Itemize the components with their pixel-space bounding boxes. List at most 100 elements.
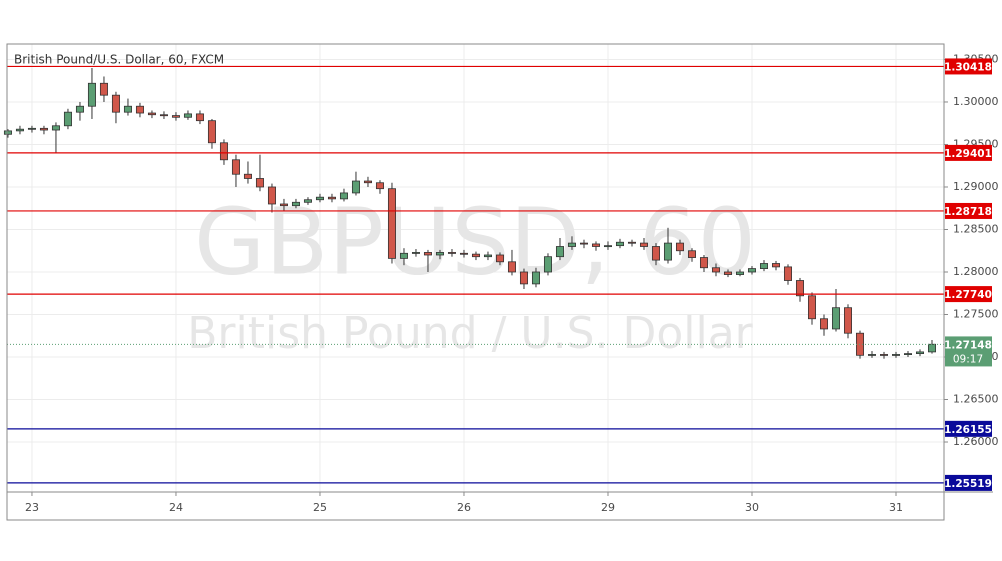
candle-body: [747, 268, 756, 273]
x-tick-label: 30: [745, 501, 759, 514]
candle-body: [363, 180, 372, 184]
candle-body: [267, 186, 276, 205]
candle-body: [771, 263, 780, 268]
candle-body: [867, 354, 876, 356]
x-tick-label: 26: [457, 501, 471, 514]
candle-body: [519, 271, 528, 285]
candle-body: [243, 173, 252, 179]
candle-body: [603, 245, 612, 248]
candle-body: [171, 115, 180, 118]
candle-body: [51, 125, 60, 131]
candle-body: [627, 241, 636, 244]
current-price-box: [945, 336, 992, 367]
candle-body: [819, 318, 828, 330]
x-tick-label: 25: [313, 501, 327, 514]
candle-body: [27, 127, 36, 130]
current-price-label: 1.27148: [944, 339, 992, 351]
candle-body: [183, 113, 192, 118]
candle-body: [219, 142, 228, 161]
candle-body: [531, 271, 540, 285]
candle-body: [3, 130, 12, 135]
candle-body: [123, 105, 132, 113]
x-tick-label: 24: [169, 501, 183, 514]
candle-body: [687, 250, 696, 258]
watermark-subtitle: British Pound / U.S. Dollar: [187, 308, 753, 359]
candle-body: [279, 203, 288, 207]
candle-body: [159, 114, 168, 117]
candle-body: [147, 112, 156, 116]
candle-body: [423, 252, 432, 256]
y-tick-label: 1.26000: [953, 435, 999, 448]
candle-body: [339, 192, 348, 200]
candle-body: [447, 252, 456, 254]
candle-body: [891, 354, 900, 356]
candle-body: [231, 159, 240, 175]
candle-body: [195, 113, 204, 122]
countdown-label: 09:17: [953, 353, 983, 365]
x-tick-label: 31: [889, 501, 903, 514]
x-tick-label: 29: [601, 501, 615, 514]
candle-body: [567, 242, 576, 247]
y-tick-label: 1.26500: [953, 393, 999, 406]
candle-body: [63, 111, 72, 127]
y-tick-label: 1.27500: [953, 308, 999, 321]
candle-body: [783, 266, 792, 281]
level-label-box: [945, 144, 992, 161]
level-label: 1.30418: [944, 61, 992, 73]
y-tick-label: 1.30000: [953, 95, 999, 108]
candle-body: [135, 105, 144, 114]
level-label: 1.29401: [944, 148, 992, 160]
y-tick-label: 1.29000: [953, 180, 999, 193]
candle-body: [555, 246, 564, 258]
candle-body: [843, 307, 852, 334]
level-label-box: [945, 58, 992, 75]
candle-body: [471, 253, 480, 258]
candle-body: [639, 242, 648, 247]
candle-body: [759, 263, 768, 269]
candle-body: [327, 196, 336, 200]
candle-body: [579, 242, 588, 245]
candle-body: [735, 271, 744, 275]
candle-body: [795, 280, 804, 297]
candle-body: [651, 246, 660, 261]
candle-body: [303, 199, 312, 203]
candle-body: [87, 82, 96, 107]
candle-body: [675, 242, 684, 252]
y-tick-label: 1.28000: [953, 265, 999, 278]
candle-body: [207, 120, 216, 144]
candle-body: [711, 267, 720, 273]
candle-body: [831, 307, 840, 330]
candle-body: [435, 252, 444, 256]
level-label-box: [945, 202, 992, 219]
candle-body: [387, 188, 396, 259]
level-label: 1.28718: [944, 206, 992, 218]
candle-body: [543, 256, 552, 273]
level-label: 1.25519: [944, 478, 992, 490]
candle-body: [375, 182, 384, 190]
candle-body: [75, 105, 84, 113]
candle-body: [879, 354, 888, 356]
candle-body: [255, 178, 264, 188]
level-label-box: [945, 420, 992, 437]
candle-body: [807, 295, 816, 320]
candle-body: [927, 343, 936, 353]
y-tick-label: 1.28500: [953, 222, 999, 235]
candle-body: [495, 254, 504, 263]
candle-body: [507, 261, 516, 273]
candle-body: [915, 351, 924, 355]
candle-body: [903, 353, 912, 356]
x-tick-label: 23: [25, 501, 39, 514]
chart-title: British Pound/U.S. Dollar, 60, FXCM: [14, 53, 224, 67]
candle-body: [15, 128, 24, 132]
candle-body: [411, 252, 420, 254]
candle-body: [483, 254, 492, 258]
level-label-box: [945, 474, 992, 491]
candle-body: [351, 180, 360, 194]
candle-body: [615, 241, 624, 247]
candle-body: [459, 252, 468, 255]
candle-body: [663, 242, 672, 261]
watermark: GBPUSD, 60: [194, 188, 756, 295]
candle-body: [699, 257, 708, 269]
